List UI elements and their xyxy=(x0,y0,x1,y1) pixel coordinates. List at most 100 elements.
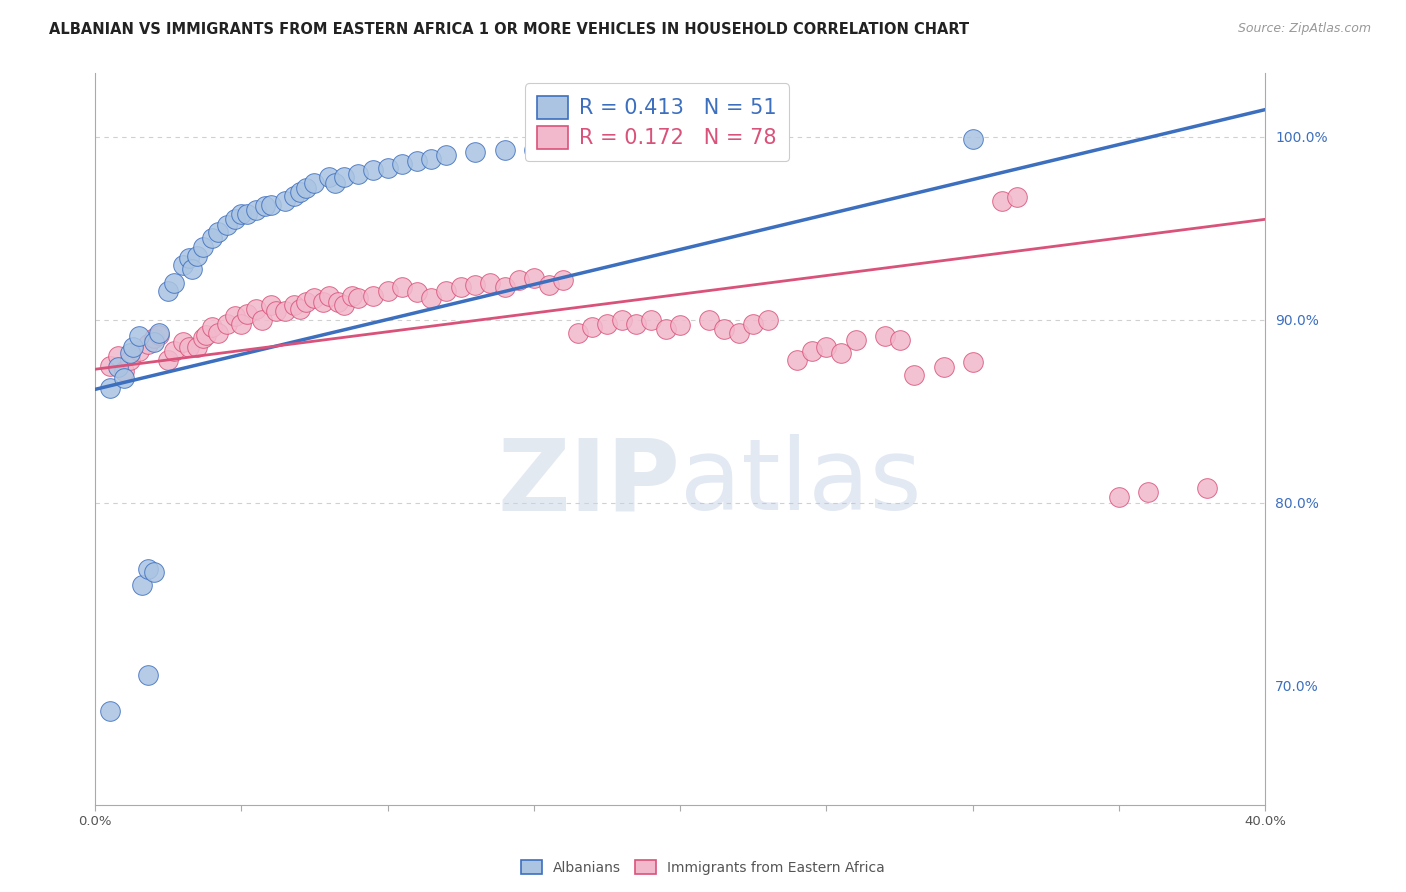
Point xyxy=(391,157,413,171)
Point xyxy=(800,343,823,358)
Point xyxy=(163,343,186,358)
Point xyxy=(342,289,364,303)
Point xyxy=(148,327,170,342)
Point xyxy=(193,240,215,254)
Point xyxy=(274,194,297,208)
Point xyxy=(377,161,399,175)
Point xyxy=(136,667,159,681)
Point xyxy=(112,364,135,378)
Point xyxy=(830,346,852,360)
Point xyxy=(323,176,346,190)
Point xyxy=(253,199,276,213)
Point xyxy=(523,270,546,285)
Point xyxy=(236,207,259,221)
Point xyxy=(177,251,200,265)
Point xyxy=(120,353,142,368)
Point xyxy=(537,278,560,293)
Point xyxy=(347,291,370,305)
Point xyxy=(332,298,354,312)
Point xyxy=(699,313,721,327)
Point xyxy=(420,152,443,166)
Point xyxy=(962,355,984,369)
Point xyxy=(283,298,305,312)
Point xyxy=(626,317,648,331)
Point xyxy=(259,298,281,312)
Point xyxy=(236,307,259,321)
Point xyxy=(962,132,984,146)
Text: ZIP: ZIP xyxy=(498,434,681,531)
Point xyxy=(405,285,427,300)
Point xyxy=(98,359,121,373)
Point xyxy=(142,566,165,580)
Point xyxy=(177,340,200,354)
Point xyxy=(391,280,413,294)
Legend: R = 0.413   N = 51, R = 0.172   N = 78: R = 0.413 N = 51, R = 0.172 N = 78 xyxy=(524,83,789,161)
Point xyxy=(991,194,1014,208)
Point xyxy=(250,313,273,327)
Point xyxy=(610,136,633,150)
Point xyxy=(201,230,224,244)
Point xyxy=(377,284,399,298)
Point xyxy=(136,336,159,351)
Point xyxy=(873,329,896,343)
Point xyxy=(361,162,384,177)
Point xyxy=(756,313,779,327)
Point xyxy=(669,318,692,333)
Point xyxy=(464,278,486,293)
Point xyxy=(142,334,165,349)
Point xyxy=(434,284,457,298)
Point xyxy=(112,371,135,385)
Point xyxy=(128,329,150,343)
Point xyxy=(157,353,180,368)
Point xyxy=(640,313,662,327)
Text: Source: ZipAtlas.com: Source: ZipAtlas.com xyxy=(1237,22,1371,36)
Point xyxy=(727,134,749,148)
Point xyxy=(815,340,838,354)
Point xyxy=(294,181,316,195)
Point xyxy=(245,301,267,316)
Point xyxy=(479,277,502,291)
Point xyxy=(318,289,340,303)
Point xyxy=(713,322,735,336)
Point xyxy=(107,350,129,364)
Point xyxy=(231,317,253,331)
Text: ALBANIAN VS IMMIGRANTS FROM EASTERN AFRICA 1 OR MORE VEHICLES IN HOUSEHOLD CORRE: ALBANIAN VS IMMIGRANTS FROM EASTERN AFRI… xyxy=(49,22,969,37)
Point xyxy=(553,139,575,153)
Point xyxy=(450,280,472,294)
Point xyxy=(610,313,633,327)
Point xyxy=(245,203,267,218)
Point xyxy=(361,289,384,303)
Point xyxy=(596,317,619,331)
Point xyxy=(494,143,516,157)
Point xyxy=(259,197,281,211)
Point xyxy=(136,561,159,575)
Point xyxy=(172,258,194,272)
Point xyxy=(207,326,229,340)
Point xyxy=(553,272,575,286)
Point xyxy=(215,317,238,331)
Point xyxy=(304,291,326,305)
Point xyxy=(274,303,297,318)
Point xyxy=(742,317,765,331)
Point xyxy=(1108,490,1130,504)
Point xyxy=(494,280,516,294)
Point xyxy=(231,207,253,221)
Point xyxy=(128,343,150,358)
Point xyxy=(294,294,316,309)
Point xyxy=(567,326,589,340)
Point xyxy=(581,320,603,334)
Point xyxy=(98,704,121,718)
Point xyxy=(207,225,229,239)
Point xyxy=(889,333,911,347)
Point xyxy=(120,346,142,360)
Point xyxy=(1137,484,1160,499)
Point xyxy=(157,284,180,298)
Point xyxy=(434,148,457,162)
Point xyxy=(224,212,246,227)
Point xyxy=(523,143,546,157)
Point xyxy=(142,331,165,345)
Point xyxy=(420,291,443,305)
Point xyxy=(131,578,153,592)
Point xyxy=(464,145,486,159)
Point xyxy=(654,322,676,336)
